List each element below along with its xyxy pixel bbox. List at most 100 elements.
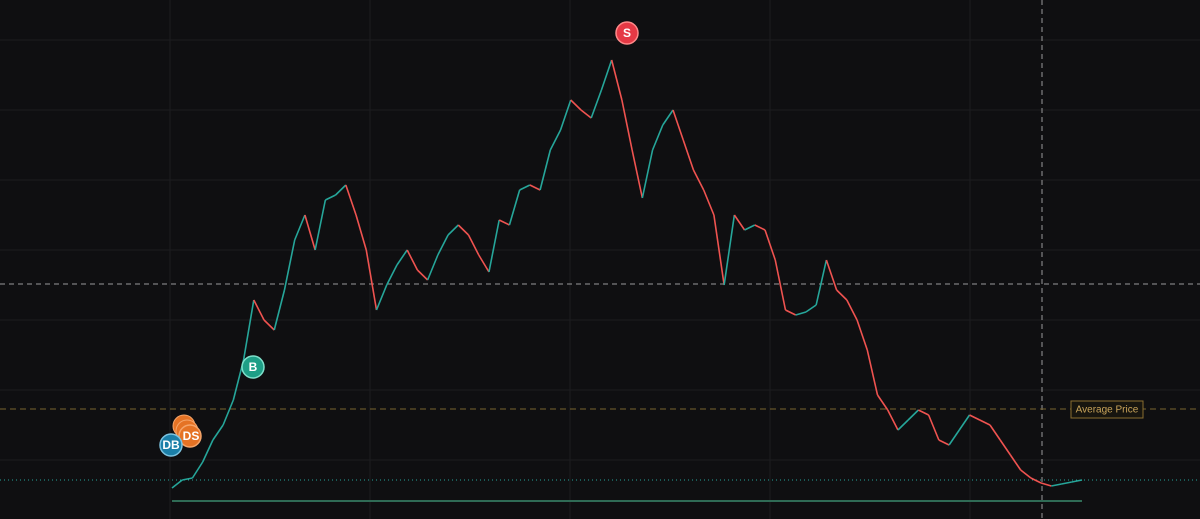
price-segment <box>979 419 991 426</box>
price-segment <box>795 311 807 316</box>
price-segment <box>273 289 286 331</box>
dca-buy-marker[interactable] <box>159 433 183 457</box>
price-segment <box>171 479 183 489</box>
price-segment <box>662 109 674 126</box>
price-segment <box>519 184 531 191</box>
price-segment <box>692 169 705 191</box>
price-segment <box>345 184 357 216</box>
buy-marker[interactable] <box>241 355 265 379</box>
price-segment <box>631 149 644 199</box>
price-segment <box>590 89 603 119</box>
price-segment <box>191 461 204 479</box>
price-segment <box>467 234 480 256</box>
price-segment <box>447 224 459 236</box>
price-segment <box>651 124 664 151</box>
price-segment <box>355 214 368 251</box>
price-segment <box>304 214 316 251</box>
price-segment <box>866 349 879 396</box>
average-price-tag <box>1070 400 1144 419</box>
price-segment <box>182 477 193 481</box>
price-segment <box>549 129 562 151</box>
price-segment <box>836 289 848 301</box>
price-segment <box>723 214 736 286</box>
price-segment <box>1061 481 1072 485</box>
price-segment <box>682 139 695 171</box>
price-segment <box>1040 482 1052 487</box>
dca-sell-marker-label: DS <box>183 429 200 443</box>
dca-sell-marker[interactable] <box>178 424 202 448</box>
buy-marker-label: B <box>249 360 258 374</box>
sell-marker[interactable] <box>615 21 639 45</box>
price-segment <box>457 224 470 236</box>
price-series <box>171 59 1083 489</box>
price-segment <box>702 189 715 216</box>
price-segment <box>416 269 429 281</box>
price-segment <box>406 249 419 271</box>
price-segment <box>1071 479 1083 483</box>
price-segment <box>948 429 960 446</box>
price-segment <box>488 219 500 273</box>
price-segment <box>498 219 510 226</box>
price-segment <box>335 184 347 196</box>
price-segment <box>375 284 388 311</box>
price-segment <box>559 99 572 131</box>
price-segment <box>999 439 1012 456</box>
price-segment <box>242 299 255 361</box>
price-segment <box>969 414 981 421</box>
price-segment <box>396 249 408 266</box>
price-segment <box>713 214 725 286</box>
price-segment <box>293 214 306 241</box>
price-segment <box>927 414 940 441</box>
price-segment <box>744 224 756 231</box>
markers: S B DS DB <box>159 21 639 457</box>
price-segment <box>314 199 327 251</box>
price-segment <box>508 189 521 226</box>
price-segment <box>1009 454 1022 471</box>
price-segment <box>754 224 766 231</box>
price-segment <box>580 109 592 119</box>
price-segment <box>529 184 541 191</box>
price-segment <box>539 149 552 191</box>
price-segment <box>212 424 224 441</box>
price-segment <box>600 59 613 91</box>
price-segment <box>325 194 336 201</box>
price-segment <box>426 254 439 281</box>
price-segment <box>876 394 889 411</box>
price-segment <box>386 264 398 286</box>
price-segment <box>856 319 869 351</box>
average-price-label: Average Price <box>1076 405 1139 416</box>
sell-marker-label: S <box>623 26 631 40</box>
price-segment <box>641 149 654 199</box>
price-segment <box>815 259 828 306</box>
price-segment <box>785 309 797 316</box>
price-segment <box>263 319 275 331</box>
price-segment <box>672 109 684 141</box>
price-segment <box>825 259 838 291</box>
price-segment <box>1020 469 1032 479</box>
price-segment <box>1051 483 1062 487</box>
price-segment <box>610 59 623 101</box>
price-segment <box>907 409 919 421</box>
price-segment <box>1030 477 1042 484</box>
price-segment <box>253 299 265 321</box>
price-segment <box>621 99 633 151</box>
price-segment <box>958 414 971 431</box>
dca-buy-marker-label: DB <box>162 438 180 452</box>
price-segment <box>733 214 746 231</box>
price-segment <box>938 439 950 446</box>
price-segment <box>764 229 777 261</box>
price-segment <box>805 304 817 313</box>
price-segment <box>201 439 214 463</box>
price-segment <box>283 239 296 291</box>
price-segment <box>437 234 449 256</box>
price-segment <box>222 399 235 426</box>
price-segment <box>774 259 787 311</box>
price-segment <box>365 249 378 311</box>
price-segment <box>887 409 899 431</box>
price-segment <box>570 99 582 111</box>
price-segment <box>897 419 909 431</box>
price-segment <box>989 424 1001 441</box>
